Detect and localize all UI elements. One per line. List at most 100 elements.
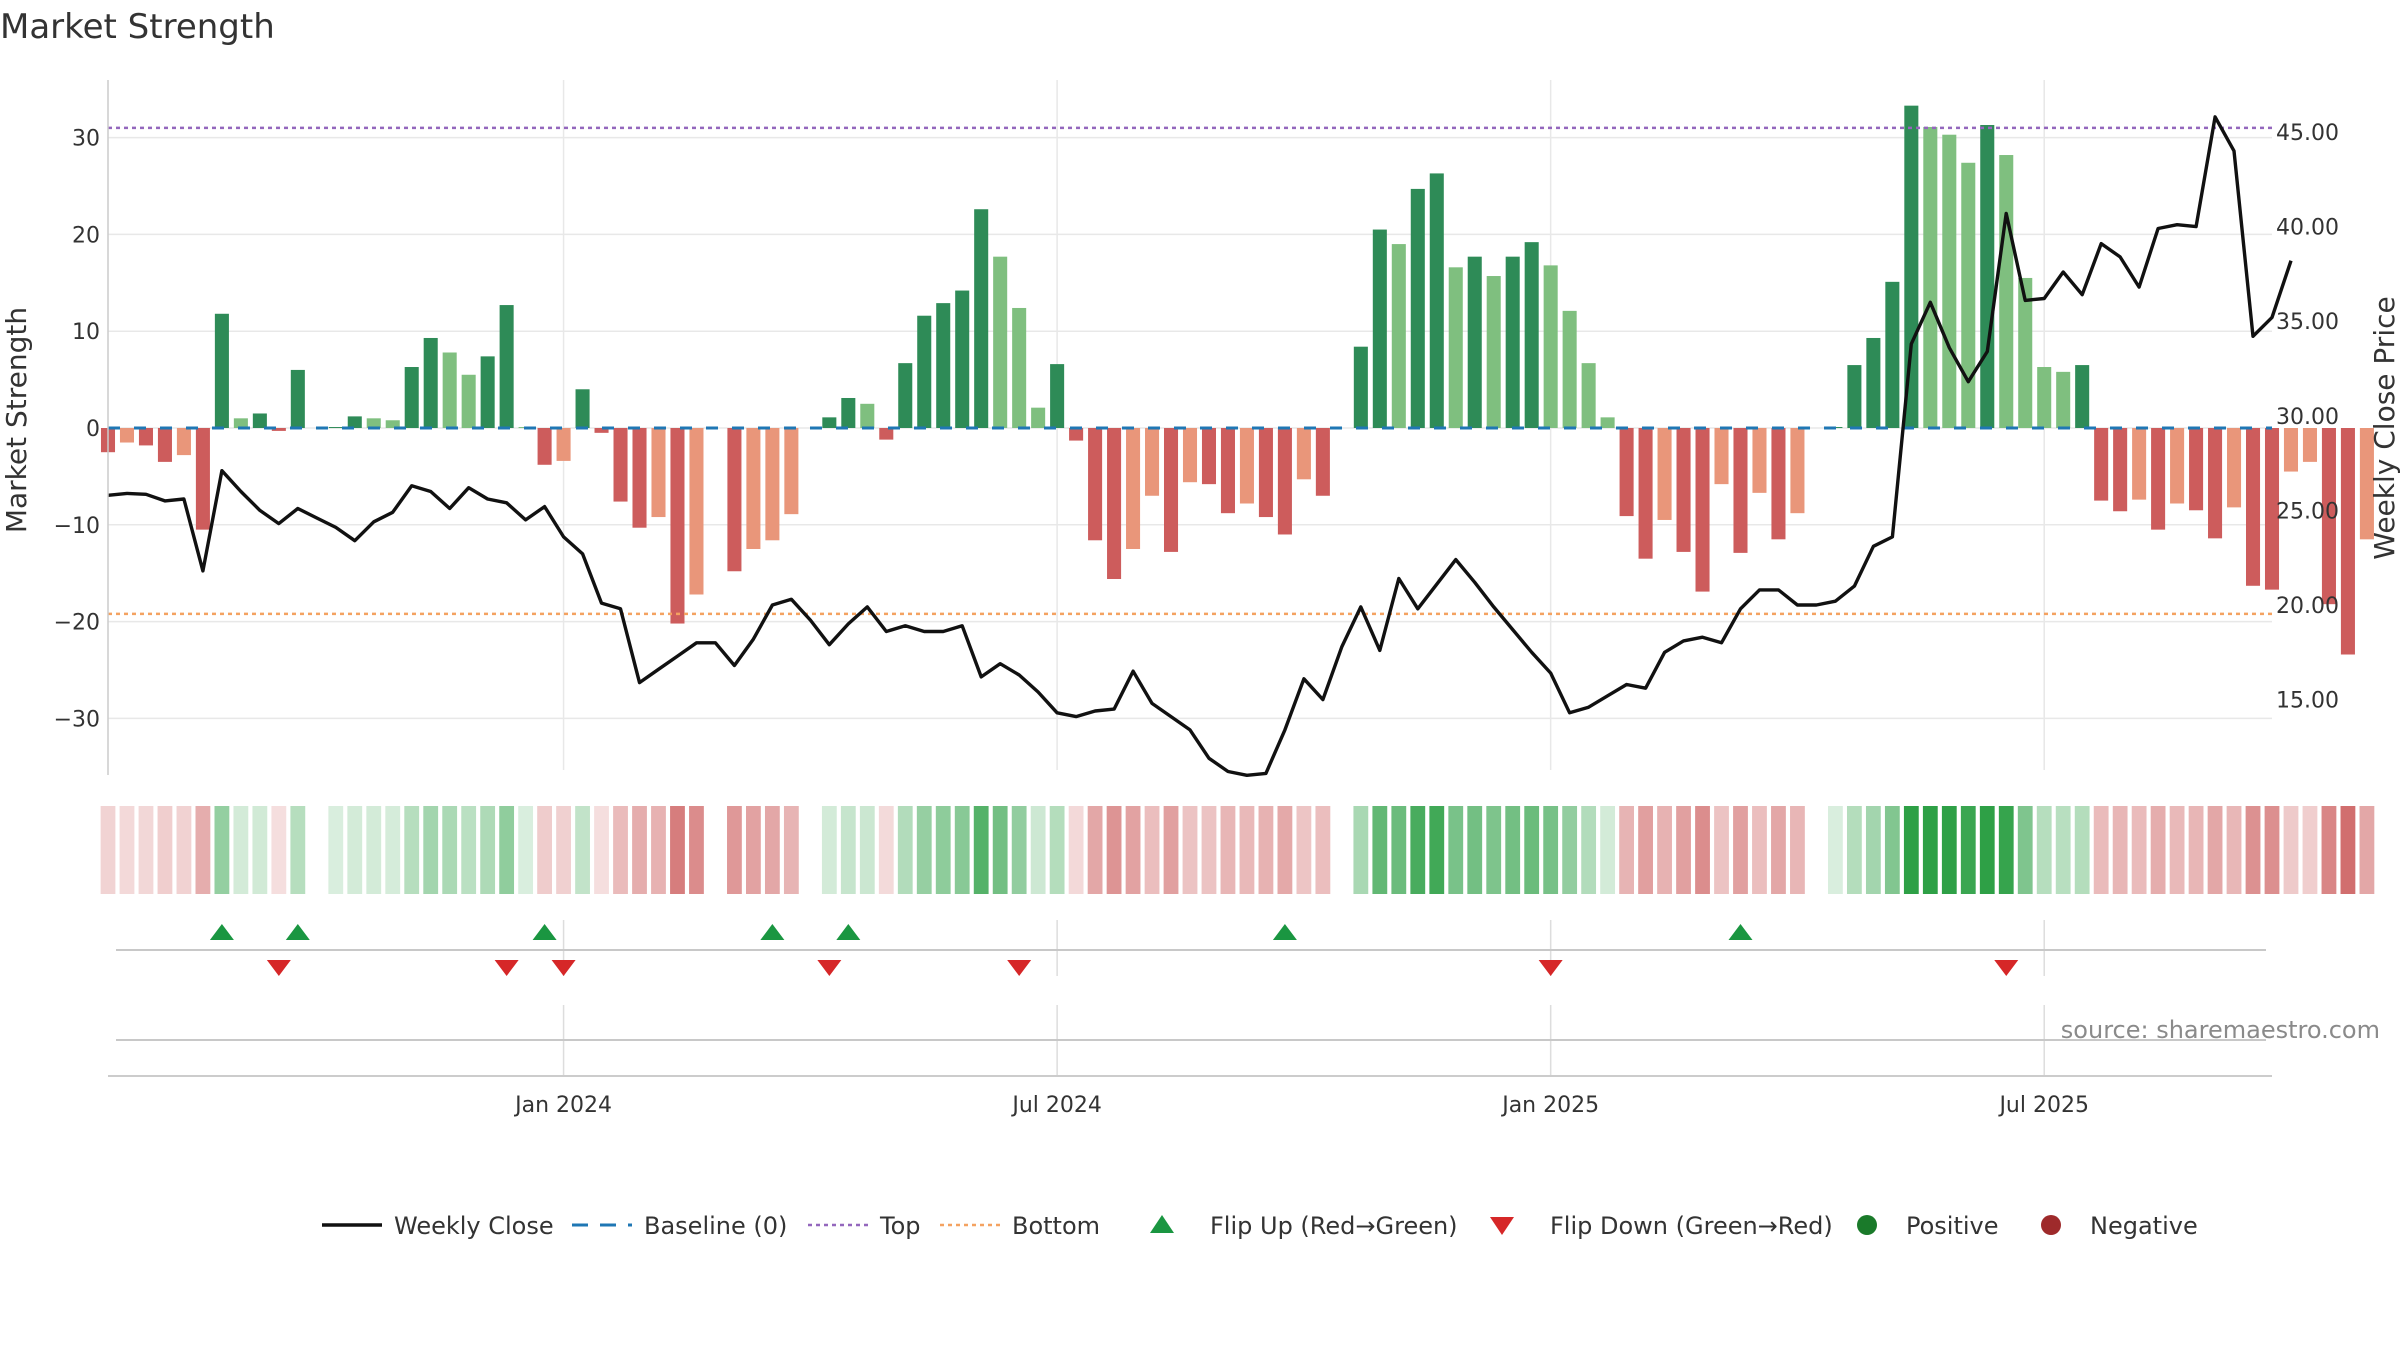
heat-cell [1865, 806, 1881, 894]
strength-bar [1410, 188, 1425, 428]
strength-bar [2283, 428, 2299, 472]
heat-cell [1410, 806, 1426, 894]
strength-bar [1657, 428, 1672, 520]
strength-bar [1277, 428, 1292, 535]
strength-bar [138, 428, 153, 446]
heat-cell [1125, 806, 1141, 894]
heat-cell [1144, 806, 1160, 894]
strength-bar [1695, 428, 1710, 592]
heat-cell [100, 806, 116, 894]
heat-cell [897, 806, 913, 894]
strength-bar [2094, 428, 2109, 501]
heat-cell [499, 806, 515, 894]
flip-up-marker [532, 924, 557, 940]
flip-down-marker [1007, 960, 1032, 976]
y-left-tick-label: 0 [86, 417, 100, 442]
strength-bar [1107, 428, 1122, 580]
strength-bar [2227, 428, 2242, 508]
heat-cell [1676, 806, 1691, 894]
y-left-tick-label: 20 [72, 223, 100, 248]
y-left-tick-label: −30 [54, 707, 100, 732]
strength-bar [1391, 244, 1406, 428]
flip-down-marker [1538, 960, 1563, 976]
heat-cell [1220, 806, 1236, 894]
strength-bar [955, 290, 970, 428]
heat-cell [1391, 806, 1407, 894]
heat-cell [2226, 806, 2242, 894]
heat-cell [689, 806, 704, 894]
strength-bar [1714, 428, 1729, 485]
heat-cell [1106, 806, 1122, 894]
heat-cell [1486, 806, 1502, 894]
heat-cell [480, 806, 496, 894]
legend-label: Flip Up (Red→Green) [1210, 1212, 1458, 1240]
heat-cell [176, 806, 192, 894]
strength-bar [689, 428, 704, 595]
x-tick-label: Jul 2024 [1010, 1093, 1102, 1118]
heat-cell [1922, 806, 1938, 894]
strength-bar [1562, 310, 1577, 428]
strength-bar [214, 313, 229, 428]
heat-cell [1790, 806, 1805, 894]
strength-bar [2359, 428, 2374, 540]
strength-bar [1847, 365, 1862, 428]
source-note: source: sharemaestro.com [2061, 1016, 2380, 1044]
heat-cell [1277, 806, 1293, 894]
legend-item: Flip Down (Green→Red) [1490, 1212, 1833, 1240]
heat-cell [252, 806, 268, 894]
heat-cell [214, 806, 230, 894]
legend-item: Baseline (0) [572, 1212, 787, 1240]
strength-bar [1467, 256, 1482, 428]
heat-cell [746, 806, 761, 894]
strength-bar [1961, 162, 1976, 428]
heat-cell [1619, 806, 1634, 894]
strength-bar [271, 428, 286, 431]
strength-bar [1315, 428, 1330, 496]
heat-cell [2131, 806, 2147, 894]
y-axis-left-label: Market Strength [0, 307, 33, 533]
flip-up-marker [1728, 924, 1753, 940]
strength-bar [2056, 371, 2071, 428]
strength-bar [1296, 428, 1311, 480]
strength-bar [1581, 363, 1596, 428]
legend-item: Bottom [940, 1212, 1100, 1240]
strength-bar [1182, 428, 1198, 483]
heat-cell [954, 806, 970, 894]
strength-bar [1448, 267, 1463, 428]
legend-item: Top [808, 1212, 921, 1240]
heat-cell [119, 806, 135, 894]
heat-cell [2283, 806, 2299, 894]
flip-down-marker [551, 960, 576, 976]
heat-cell [594, 806, 609, 894]
strength-bar [1638, 428, 1653, 559]
legend-label: Flip Down (Green→Red) [1550, 1212, 1833, 1240]
heat-cell [1087, 806, 1103, 894]
heat-cell [1638, 806, 1653, 894]
heat-cell [442, 806, 458, 894]
strength-bar [1733, 428, 1748, 553]
strength-bar [2245, 428, 2261, 586]
strength-bar [1126, 428, 1141, 549]
strength-bar [784, 428, 799, 515]
strength-bar [613, 428, 628, 502]
heat-cell [2150, 806, 2166, 894]
heat-cell [878, 806, 894, 894]
strength-bar [841, 397, 856, 428]
heat-cell [1353, 806, 1369, 894]
heat-cell [1429, 806, 1445, 894]
heat-cell [2036, 806, 2052, 894]
strength-bar [917, 315, 932, 428]
heat-cell [632, 806, 647, 894]
heat-cell [556, 806, 571, 894]
legend-label: Positive [1906, 1212, 1999, 1240]
heat-cell [2245, 806, 2261, 894]
y-left-tick-label: 30 [72, 127, 100, 152]
strength-bar [119, 428, 135, 443]
strength-bar [1012, 307, 1027, 428]
y-right-tick-label: 25.00 [2276, 499, 2339, 524]
strength-bar [936, 303, 951, 428]
legend-item: Positive [1857, 1212, 1999, 1240]
heat-cell [461, 806, 477, 894]
heat-cell [613, 806, 628, 894]
strength-bar [1050, 364, 1065, 428]
